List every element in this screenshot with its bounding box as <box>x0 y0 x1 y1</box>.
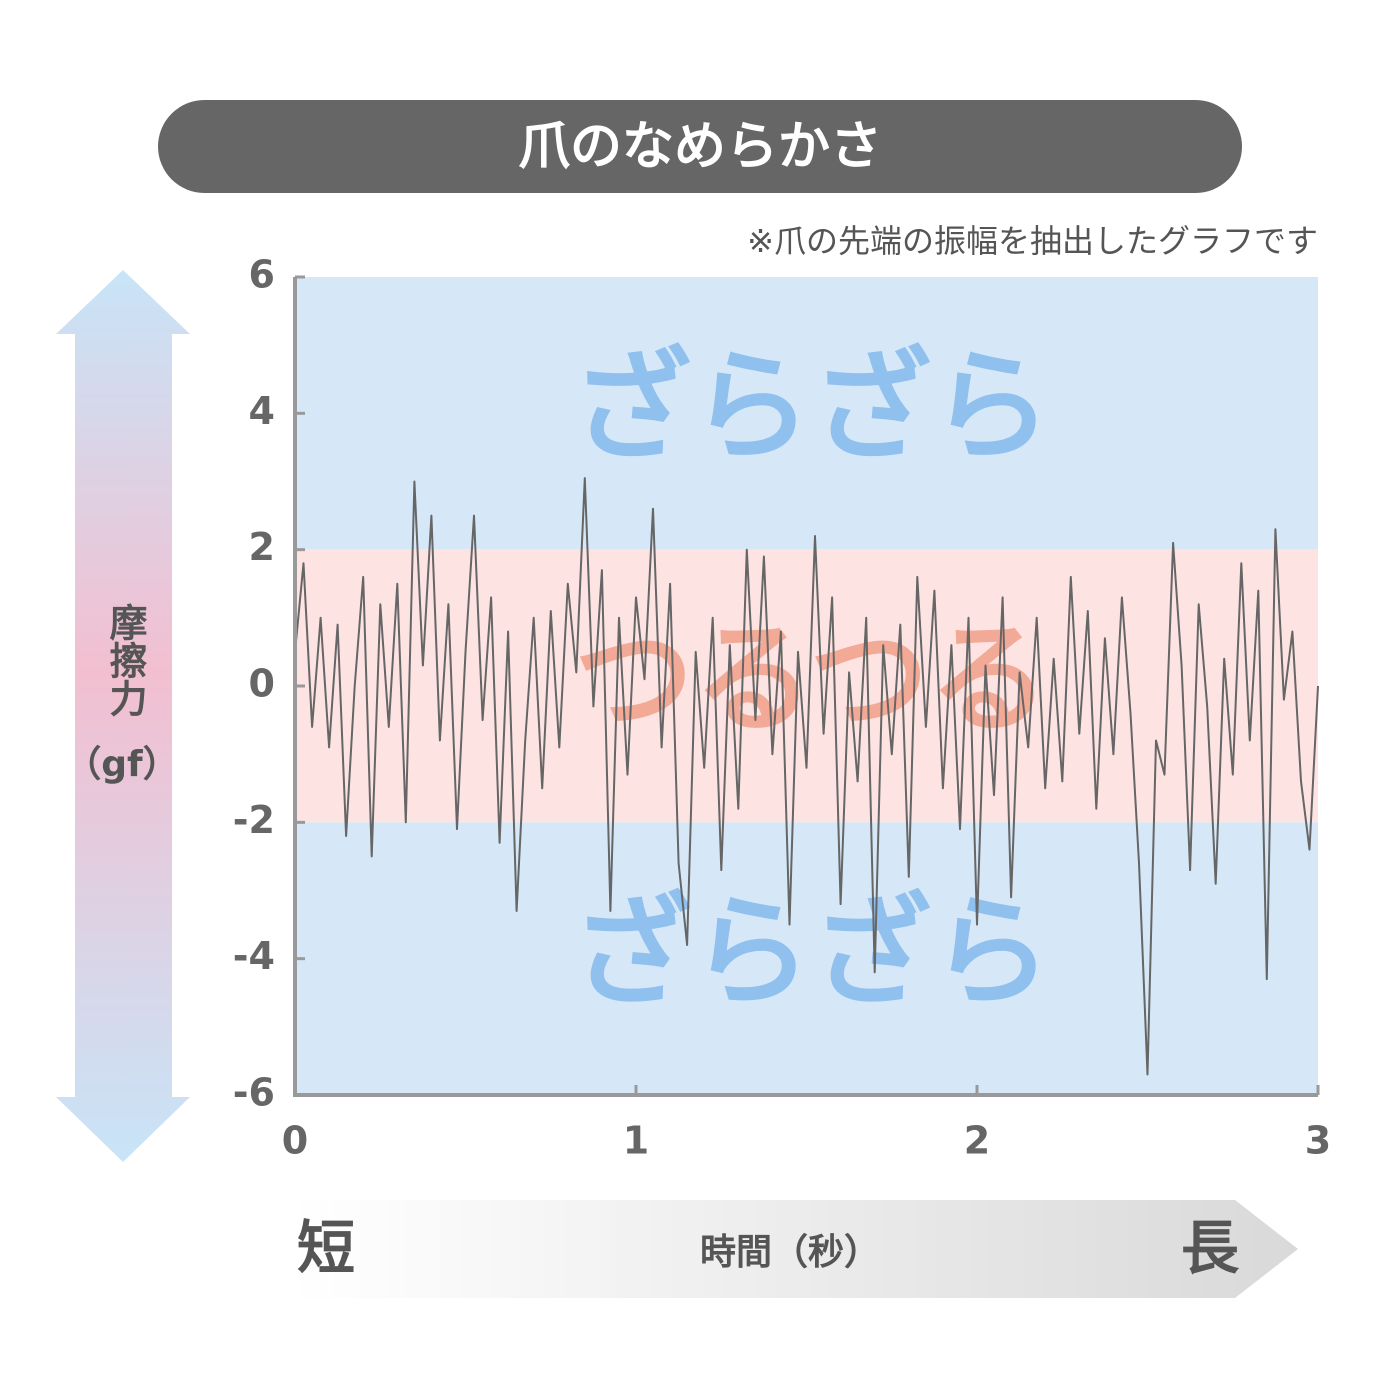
x-tick-label: 0 <box>282 1119 308 1163</box>
zone <box>295 277 1318 550</box>
x-axis-label: 時間（秒） <box>700 1232 880 1273</box>
y-tick-label: 4 <box>249 389 275 433</box>
y-tick-label: -6 <box>233 1071 275 1115</box>
y-tick-label: -2 <box>233 798 275 842</box>
y-tick-label: 6 <box>249 253 275 297</box>
title-pill <box>158 100 1242 193</box>
y-tick-label: 0 <box>249 662 275 706</box>
note: ※爪の先端の振幅を抽出したグラフです <box>747 222 1318 260</box>
series-line <box>294 477 1319 1076</box>
x-tick-label: 3 <box>1305 1119 1331 1163</box>
chart-title: 爪のなめらかさ <box>518 117 882 177</box>
x-start-label: 短 <box>297 1214 355 1282</box>
y-tick-label: -4 <box>233 934 275 978</box>
x-tick-label: 2 <box>964 1119 990 1163</box>
y-arrow <box>56 270 190 1162</box>
x-end-label: 長 <box>1181 1214 1240 1282</box>
zone-label: ざらざら <box>572 883 1052 1022</box>
x-tick-label: 1 <box>623 1119 649 1163</box>
y-axis-label: 摩擦力 <box>103 603 147 717</box>
y-tick-label: 2 <box>249 525 275 569</box>
zone-label: ざらざら <box>572 338 1052 477</box>
y-axis-unit: （gf） <box>65 744 178 785</box>
zone <box>295 549 1318 823</box>
x-arrow <box>290 1200 1298 1298</box>
